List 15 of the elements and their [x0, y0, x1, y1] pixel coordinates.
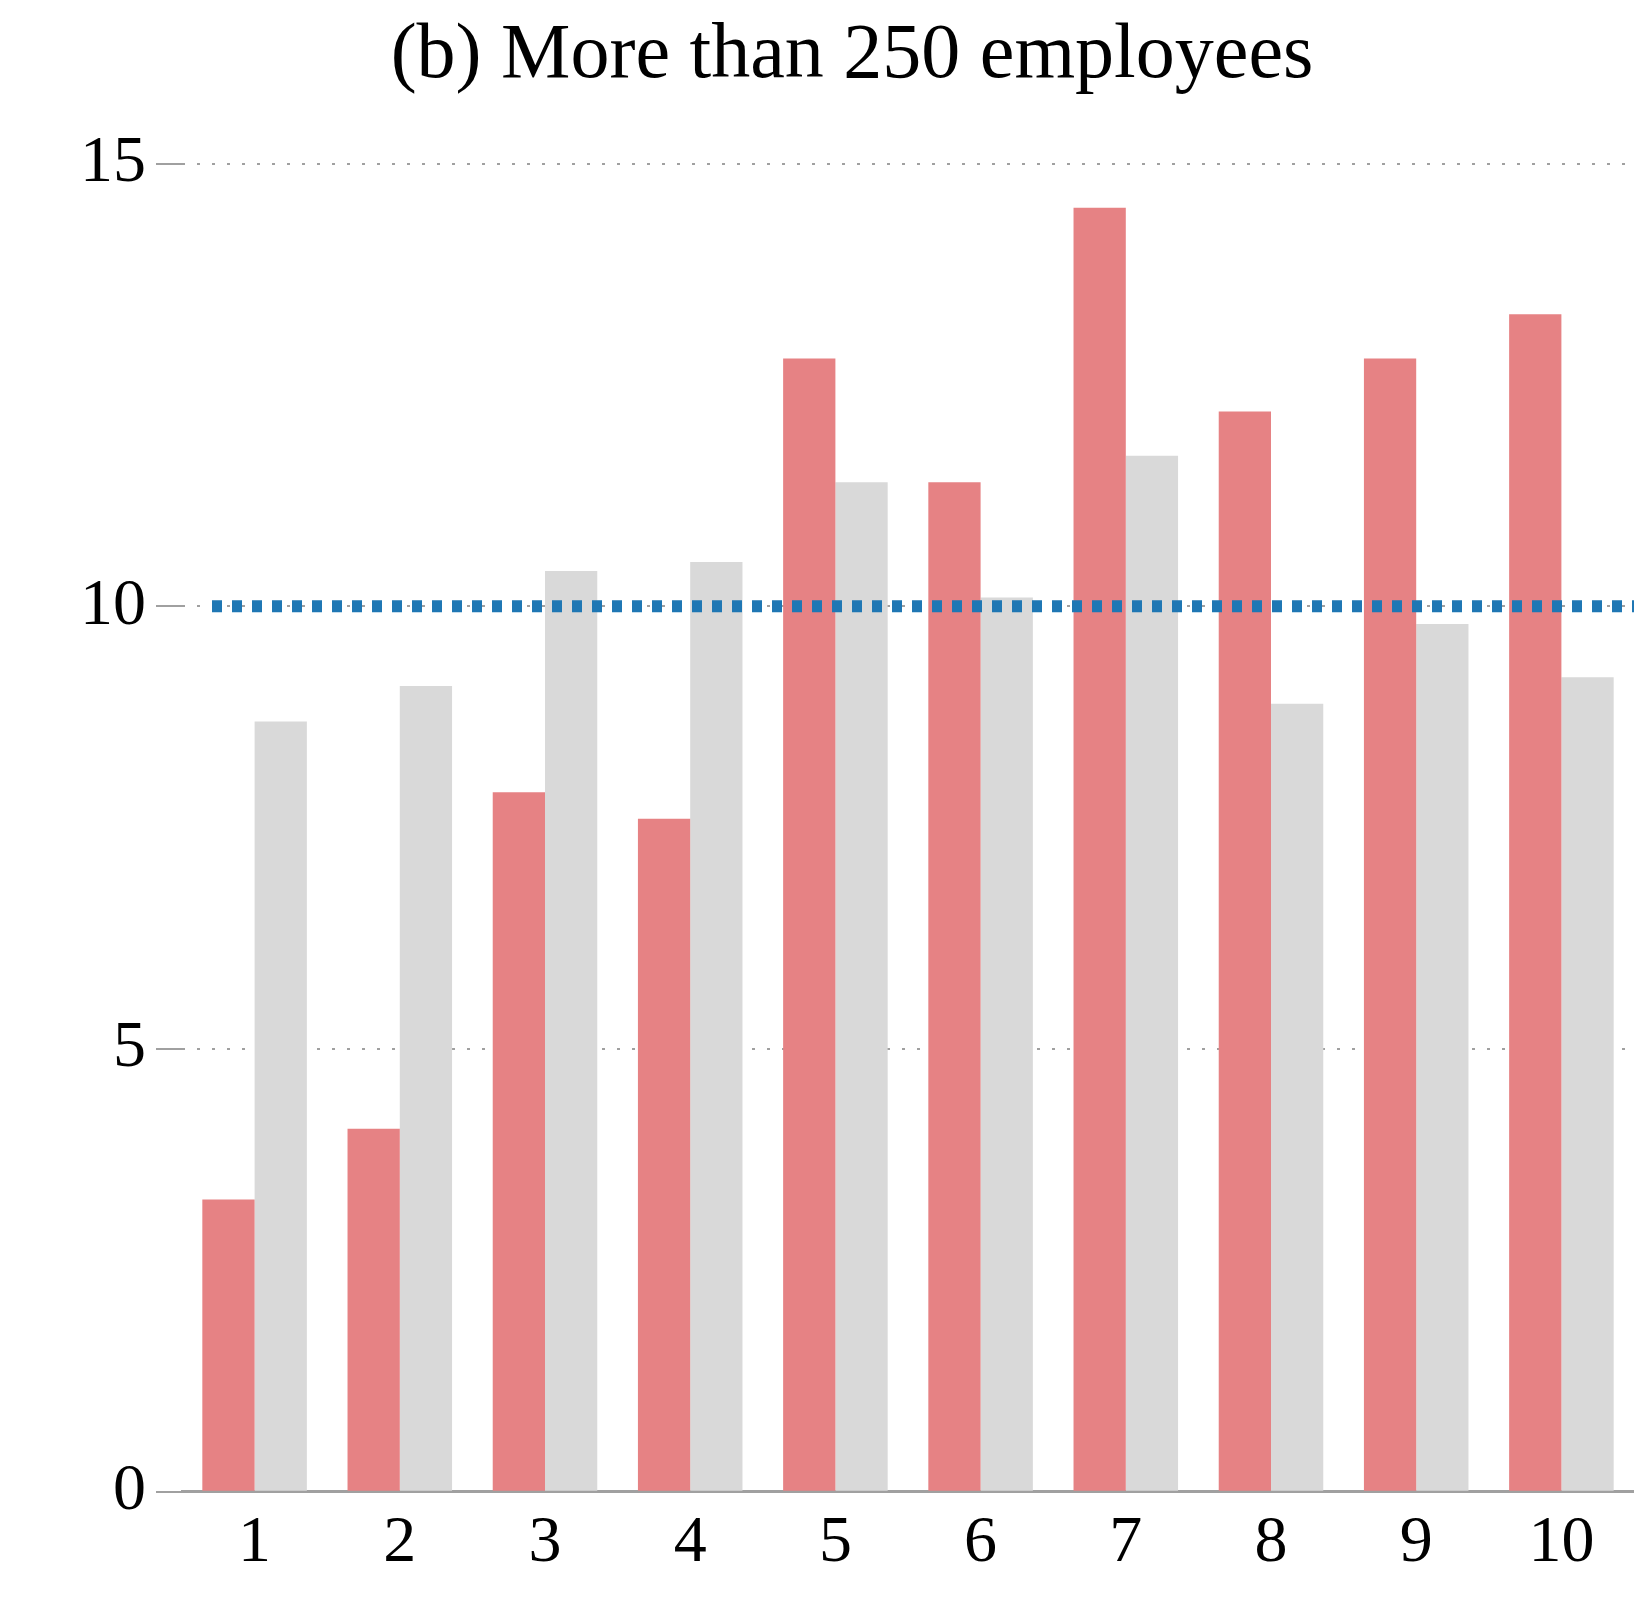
x-tick-label: 8	[1254, 1501, 1288, 1575]
x-tick-label: 6	[964, 1501, 998, 1575]
x-tick-label: 3	[528, 1501, 562, 1575]
y-tick-label: 10	[80, 564, 146, 638]
x-tick-label: 7	[1109, 1501, 1143, 1575]
y-tick-label: 5	[113, 1007, 146, 1081]
y-tick-label: 15	[80, 121, 146, 195]
chart-title: (b) More than 250 employees	[390, 7, 1314, 95]
x-tick-label: 4	[673, 1501, 707, 1575]
x-tick-label: 1	[238, 1501, 272, 1575]
x-tick-label: 10	[1528, 1501, 1595, 1575]
x-tick-label: 9	[1399, 1501, 1433, 1575]
x-tick-label: 5	[818, 1501, 852, 1575]
y-tick-label: 0	[113, 1450, 146, 1524]
x-tick-label: 2	[383, 1501, 417, 1575]
